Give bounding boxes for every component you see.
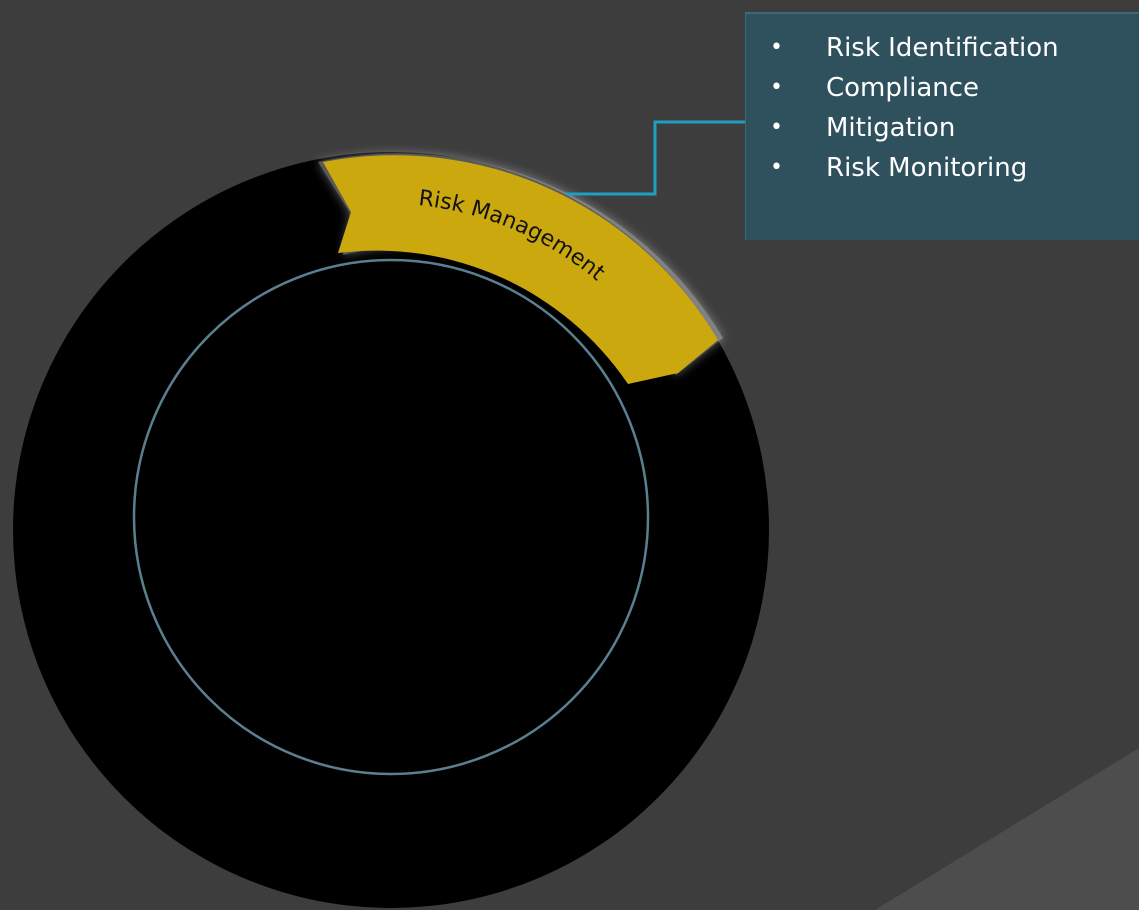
- bullet-icon: •: [770, 155, 783, 180]
- list-item: • Mitigation: [762, 108, 1139, 148]
- list-item: • Risk Identification: [762, 28, 1139, 68]
- list-item-text: Risk Identification: [826, 33, 1059, 63]
- list-item: • Risk Monitoring: [762, 148, 1139, 188]
- risk-management-segment[interactable]: [323, 155, 718, 384]
- inner-circle: [132, 258, 650, 776]
- list-item-text: Risk Monitoring: [826, 153, 1028, 183]
- list-item-text: Compliance: [826, 73, 980, 103]
- bullet-icon: •: [770, 115, 783, 140]
- callout-box: • Risk Identification • Compliance • Mit…: [745, 12, 1139, 240]
- callout-connector: [566, 120, 745, 196]
- callout-list: • Risk Identification • Compliance • Mit…: [762, 28, 1139, 188]
- list-item: • Compliance: [762, 68, 1139, 108]
- bullet-icon: •: [770, 35, 783, 60]
- bullet-icon: •: [770, 75, 783, 100]
- list-item-text: Mitigation: [826, 113, 956, 143]
- background-facet: [875, 748, 1139, 910]
